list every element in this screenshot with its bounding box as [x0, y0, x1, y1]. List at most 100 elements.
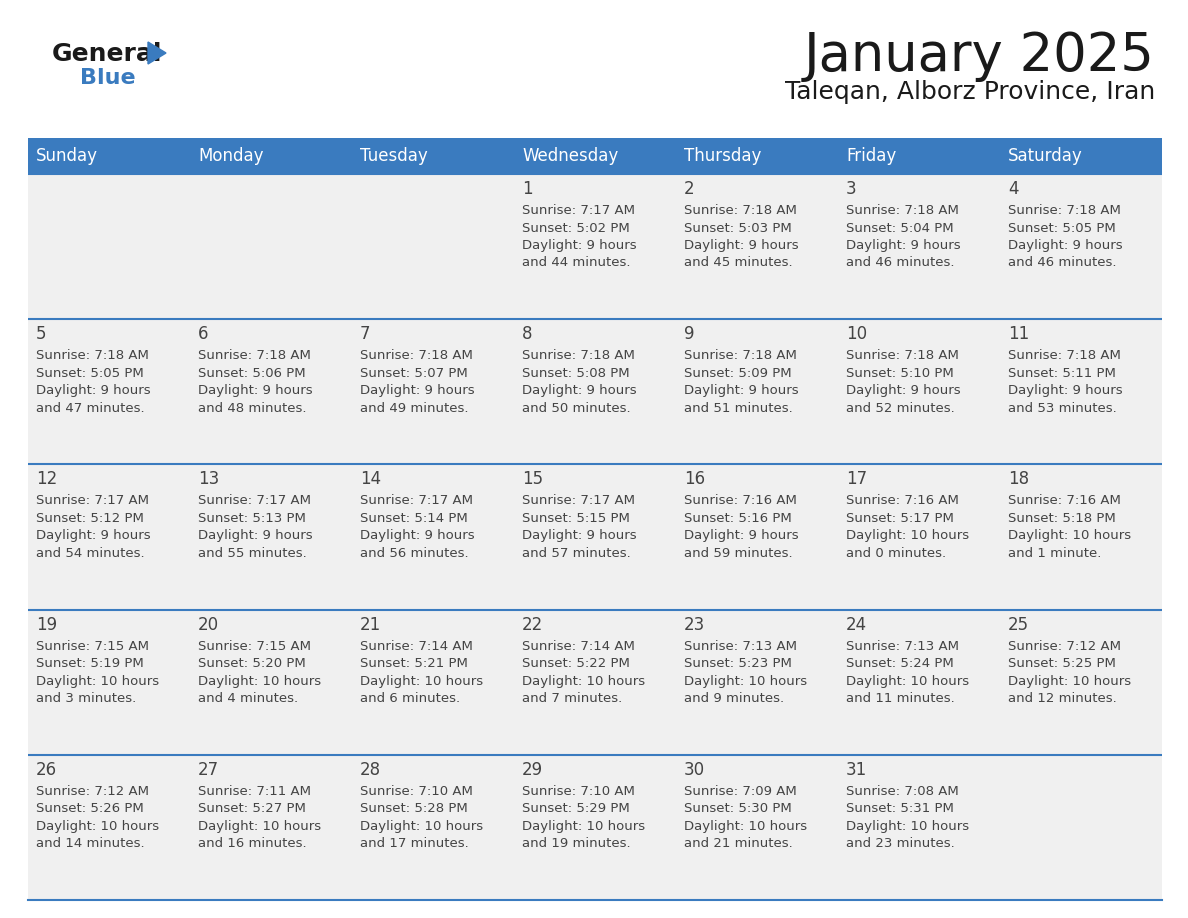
Text: 20: 20: [198, 616, 219, 633]
Text: and 7 minutes.: and 7 minutes.: [522, 692, 623, 705]
Text: Friday: Friday: [846, 147, 896, 165]
Text: and 12 minutes.: and 12 minutes.: [1007, 692, 1117, 705]
Text: and 14 minutes.: and 14 minutes.: [36, 837, 145, 850]
Bar: [190, 755, 352, 900]
Bar: [352, 138, 514, 174]
Text: Sunrise: 7:18 AM: Sunrise: 7:18 AM: [846, 204, 959, 217]
Text: Blue: Blue: [80, 68, 135, 88]
Text: Sunrise: 7:18 AM: Sunrise: 7:18 AM: [684, 349, 797, 363]
Bar: [676, 174, 838, 319]
Text: January 2025: January 2025: [804, 30, 1155, 82]
Text: and 46 minutes.: and 46 minutes.: [846, 256, 954, 270]
Bar: [1000, 610, 1162, 755]
Text: 6: 6: [198, 325, 209, 343]
Text: 11: 11: [1007, 325, 1029, 343]
Text: Sunrise: 7:16 AM: Sunrise: 7:16 AM: [1007, 495, 1120, 508]
Text: Daylight: 10 hours: Daylight: 10 hours: [522, 820, 645, 833]
Text: 3: 3: [846, 180, 857, 198]
Text: Sunset: 5:14 PM: Sunset: 5:14 PM: [360, 512, 468, 525]
Bar: [676, 755, 838, 900]
Text: Sunrise: 7:12 AM: Sunrise: 7:12 AM: [1007, 640, 1121, 653]
Text: and 21 minutes.: and 21 minutes.: [684, 837, 792, 850]
Text: Saturday: Saturday: [1007, 147, 1082, 165]
Text: Sunrise: 7:18 AM: Sunrise: 7:18 AM: [522, 349, 634, 363]
Text: Daylight: 9 hours: Daylight: 9 hours: [684, 385, 798, 397]
Text: Daylight: 10 hours: Daylight: 10 hours: [198, 675, 321, 688]
Text: 2: 2: [684, 180, 695, 198]
Text: 23: 23: [684, 616, 706, 633]
Bar: [514, 138, 676, 174]
Text: and 47 minutes.: and 47 minutes.: [36, 402, 145, 415]
Bar: [838, 465, 1000, 610]
Text: Sunrise: 7:14 AM: Sunrise: 7:14 AM: [522, 640, 634, 653]
Text: 28: 28: [360, 761, 381, 778]
Text: Sunrise: 7:15 AM: Sunrise: 7:15 AM: [198, 640, 311, 653]
Text: Daylight: 9 hours: Daylight: 9 hours: [846, 385, 961, 397]
Text: Thursday: Thursday: [684, 147, 762, 165]
Text: Sunset: 5:22 PM: Sunset: 5:22 PM: [522, 657, 630, 670]
Text: 18: 18: [1007, 470, 1029, 488]
Bar: [352, 174, 514, 319]
Text: Sunset: 5:05 PM: Sunset: 5:05 PM: [36, 366, 144, 380]
Bar: [29, 138, 190, 174]
Text: Daylight: 10 hours: Daylight: 10 hours: [1007, 530, 1131, 543]
Text: Daylight: 10 hours: Daylight: 10 hours: [846, 675, 969, 688]
Text: and 6 minutes.: and 6 minutes.: [360, 692, 460, 705]
Text: Sunrise: 7:10 AM: Sunrise: 7:10 AM: [522, 785, 634, 798]
Text: Sunset: 5:20 PM: Sunset: 5:20 PM: [198, 657, 305, 670]
Text: Sunrise: 7:17 AM: Sunrise: 7:17 AM: [36, 495, 148, 508]
Text: Sunrise: 7:17 AM: Sunrise: 7:17 AM: [198, 495, 311, 508]
Text: 25: 25: [1007, 616, 1029, 633]
Text: 13: 13: [198, 470, 220, 488]
Text: 31: 31: [846, 761, 867, 778]
Text: Daylight: 10 hours: Daylight: 10 hours: [360, 820, 484, 833]
Text: 5: 5: [36, 325, 46, 343]
Text: and 1 minute.: and 1 minute.: [1007, 547, 1101, 560]
Text: and 44 minutes.: and 44 minutes.: [522, 256, 631, 270]
Bar: [1000, 319, 1162, 465]
Text: and 55 minutes.: and 55 minutes.: [198, 547, 307, 560]
Text: Sunset: 5:07 PM: Sunset: 5:07 PM: [360, 366, 468, 380]
Text: 26: 26: [36, 761, 57, 778]
Text: Taleqan, Alborz Province, Iran: Taleqan, Alborz Province, Iran: [785, 80, 1155, 104]
Text: Sunset: 5:29 PM: Sunset: 5:29 PM: [522, 802, 630, 815]
Bar: [29, 755, 190, 900]
Text: and 49 minutes.: and 49 minutes.: [360, 402, 468, 415]
Text: Daylight: 10 hours: Daylight: 10 hours: [198, 820, 321, 833]
Bar: [514, 755, 676, 900]
Text: Daylight: 9 hours: Daylight: 9 hours: [522, 530, 637, 543]
Text: Sunrise: 7:15 AM: Sunrise: 7:15 AM: [36, 640, 148, 653]
Text: and 4 minutes.: and 4 minutes.: [198, 692, 298, 705]
Text: Sunrise: 7:18 AM: Sunrise: 7:18 AM: [198, 349, 311, 363]
Text: Sunset: 5:27 PM: Sunset: 5:27 PM: [198, 802, 305, 815]
Text: Daylight: 9 hours: Daylight: 9 hours: [198, 530, 312, 543]
Bar: [190, 465, 352, 610]
Text: Sunset: 5:12 PM: Sunset: 5:12 PM: [36, 512, 144, 525]
Text: 14: 14: [360, 470, 381, 488]
Text: Daylight: 10 hours: Daylight: 10 hours: [846, 820, 969, 833]
Text: Sunset: 5:24 PM: Sunset: 5:24 PM: [846, 657, 954, 670]
Bar: [29, 174, 190, 319]
Text: Sunrise: 7:18 AM: Sunrise: 7:18 AM: [1007, 349, 1120, 363]
Text: Sunset: 5:11 PM: Sunset: 5:11 PM: [1007, 366, 1116, 380]
Text: Daylight: 10 hours: Daylight: 10 hours: [36, 675, 159, 688]
Bar: [838, 610, 1000, 755]
Text: and 45 minutes.: and 45 minutes.: [684, 256, 792, 270]
Bar: [1000, 138, 1162, 174]
Text: Sunset: 5:05 PM: Sunset: 5:05 PM: [1007, 221, 1116, 234]
Text: Sunset: 5:16 PM: Sunset: 5:16 PM: [684, 512, 791, 525]
Bar: [514, 174, 676, 319]
Text: General: General: [52, 42, 163, 66]
Text: and 9 minutes.: and 9 minutes.: [684, 692, 784, 705]
Text: 1: 1: [522, 180, 532, 198]
Text: Sunrise: 7:18 AM: Sunrise: 7:18 AM: [1007, 204, 1120, 217]
Text: Daylight: 9 hours: Daylight: 9 hours: [1007, 385, 1123, 397]
Text: Sunset: 5:17 PM: Sunset: 5:17 PM: [846, 512, 954, 525]
Text: Daylight: 9 hours: Daylight: 9 hours: [360, 530, 475, 543]
Bar: [838, 755, 1000, 900]
Bar: [676, 465, 838, 610]
Text: Sunrise: 7:16 AM: Sunrise: 7:16 AM: [846, 495, 959, 508]
Text: Sunrise: 7:18 AM: Sunrise: 7:18 AM: [684, 204, 797, 217]
Text: Sunrise: 7:09 AM: Sunrise: 7:09 AM: [684, 785, 797, 798]
Bar: [676, 138, 838, 174]
